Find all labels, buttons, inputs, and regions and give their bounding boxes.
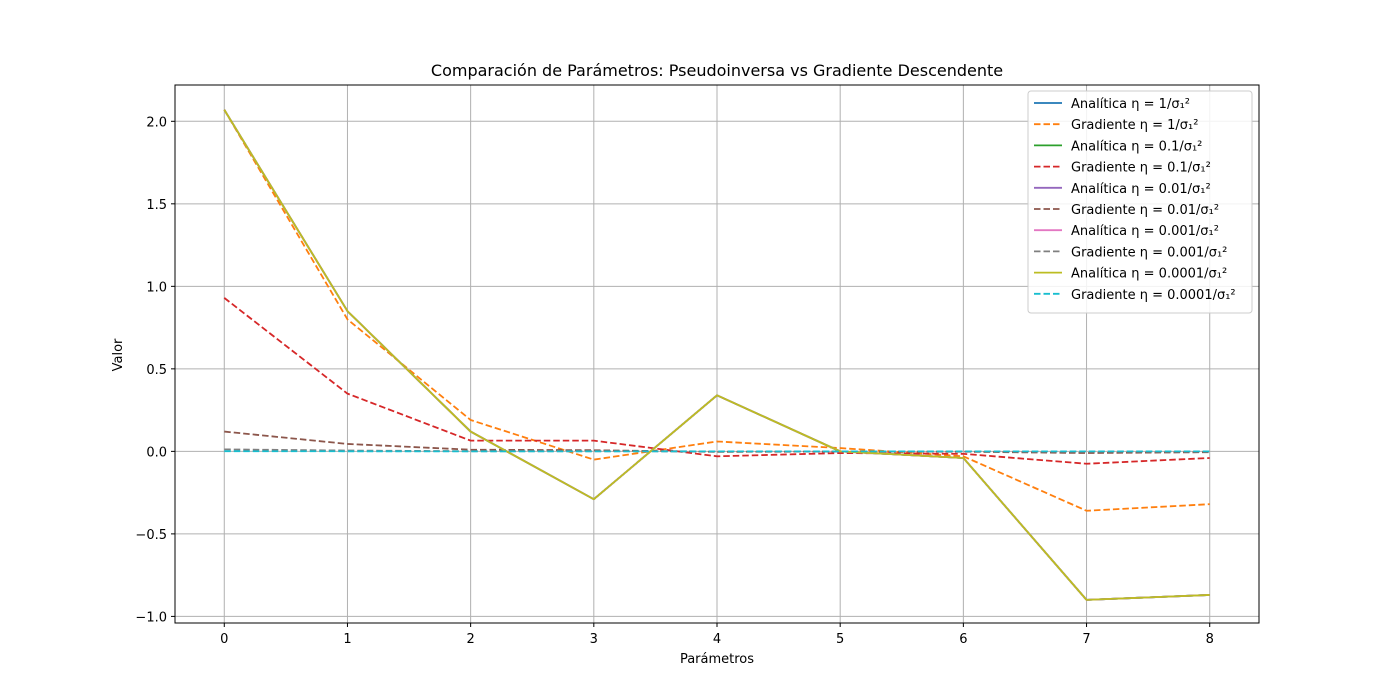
- series-line: [223, 297, 1210, 465]
- legend-label: Gradiente η = 1/σ₁²: [1071, 118, 1198, 133]
- y-tick-label: 1.0: [146, 280, 167, 295]
- y-tick-label: 0.5: [146, 363, 167, 378]
- y-tick-label: −1.0: [135, 610, 167, 625]
- series-lines: [223, 109, 1210, 601]
- legend-label: Analítica η = 0.001/σ₁²: [1071, 224, 1219, 239]
- legend-label: Analítica η = 0.01/σ₁²: [1071, 182, 1211, 197]
- x-tick-label: 8: [1206, 632, 1214, 647]
- x-tick-label: 3: [590, 632, 598, 647]
- x-tick-label: 6: [959, 632, 967, 647]
- series-line: [223, 109, 1210, 512]
- x-tick-label: 4: [713, 632, 721, 647]
- x-tick-label: 7: [1082, 632, 1090, 647]
- legend: Analítica η = 1/σ₁² Gradiente η = 1/σ₁² An…: [1027, 90, 1253, 314]
- y-tick-label: 2.0: [146, 115, 167, 130]
- y-tick-label: 1.5: [146, 198, 167, 213]
- series-line: [223, 109, 1210, 601]
- legend-label: Gradiente η = 0.1/σ₁²: [1071, 161, 1211, 176]
- legend-label: Gradiente η = 0.01/σ₁²: [1071, 203, 1219, 218]
- legend-label: Analítica η = 0.0001/σ₁²: [1071, 267, 1227, 282]
- y-tick-label: −0.5: [135, 528, 167, 543]
- chart-title: Comparación de Parámetros: Pseudoinversa…: [431, 61, 1003, 80]
- x-tick-label: 1: [343, 632, 351, 647]
- y-axis-label: Valor: [111, 338, 126, 371]
- legend-label: Gradiente η = 0.001/σ₁²: [1071, 245, 1227, 260]
- x-tick-label: 5: [836, 632, 844, 647]
- x-axis-label: Parámetros: [680, 652, 754, 667]
- axis-ticks: 0 1 2 3 4 5 6 7 8 −1.0 −0.5 0.0 0.5 1.0 1.5 2.0: [135, 115, 1213, 647]
- legend-box: [1027, 90, 1253, 314]
- x-tick-label: 0: [220, 632, 228, 647]
- series-line: [224, 430, 1210, 454]
- y-tick-label: 0.0: [146, 445, 167, 460]
- legend-label: Analítica η = 0.1/σ₁²: [1071, 139, 1202, 154]
- legend-label: Gradiente η = 0.0001/σ₁²: [1071, 288, 1236, 303]
- legend-label: Analítica η = 1/σ₁²: [1071, 97, 1190, 112]
- x-tick-label: 2: [466, 632, 474, 647]
